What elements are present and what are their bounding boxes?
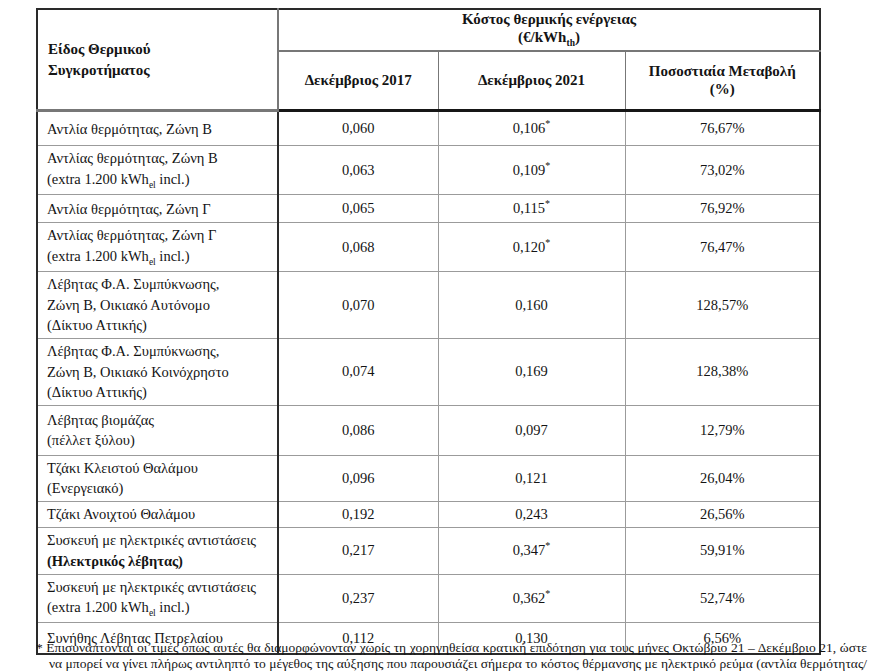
value-2021-cell: 0,120* <box>438 223 625 272</box>
table-row: Λέβητας Φ.Α. Συμπύκνωσης,Ζώνη Β, Οικιακό… <box>37 272 820 339</box>
value-2021-cell: 0,097 <box>438 405 625 455</box>
percent-change-cell: 128,57% <box>625 272 820 339</box>
equipment-name-cell: Συσκευή με ηλεκτρικές αντιστάσεις(extra … <box>37 574 278 623</box>
value-2017-cell: 0,065 <box>278 195 438 223</box>
table-row: Λέβητας Φ.Α. Συμπύκνωσης,Ζώνη Β, Οικιακό… <box>37 339 820 406</box>
percent-change-cell: 128,38% <box>625 339 820 406</box>
value-2017-cell: 0,086 <box>278 405 438 455</box>
equipment-name-cell: Τζάκι Κλειστού Θαλάμου(Ενεργειακό) <box>37 455 278 501</box>
equipment-name-cell: Τζάκι Ανοιχτού Θαλάμου <box>37 501 278 527</box>
value-2021-cell: 0,160 <box>438 272 625 339</box>
table-row: Αντλίας θερμότητας, Ζώνη Γ(extra 1.200 k… <box>37 223 820 272</box>
table-body: Αντλία θερμότητας, Ζώνη Β0,0600,106*76,6… <box>37 111 820 654</box>
footnote: * Επισυνάπτονται οι τιμές όπως αυτές θα … <box>36 640 867 672</box>
value-2017-cell: 0,096 <box>278 455 438 501</box>
value-2017-cell: 0,068 <box>278 223 438 272</box>
value-2017-cell: 0,060 <box>278 111 438 146</box>
percent-change-header-cell: Ποσοστιαία Μεταβολή (%) <box>625 51 820 111</box>
equipment-name-cell: Λέβητας Φ.Α. Συμπύκνωσης,Ζώνη Β, Οικιακό… <box>37 272 278 339</box>
value-2017-cell: 0,063 <box>278 146 438 195</box>
percent-change-cell: 52,74% <box>625 574 820 623</box>
footnote-marker: * <box>36 640 43 655</box>
table-row: Λέβητας βιομάζας(πέλλετ ξύλου)0,0860,097… <box>37 405 820 455</box>
value-2021-cell: 0,109* <box>438 146 625 195</box>
footnote-text: Επισυνάπτονται οι τιμές όπως αυτές θα δι… <box>46 640 867 672</box>
percent-change-cell: 26,04% <box>625 455 820 501</box>
percent-change-cell: 76,67% <box>625 111 820 146</box>
equipment-name-cell: Αντλία θερμότητας, Ζώνη Γ <box>37 195 278 223</box>
table-row: Συσκευή με ηλεκτρικές αντιστάσεις(Ηλεκτρ… <box>37 527 820 574</box>
equipment-name-cell: Συσκευή με ηλεκτρικές αντιστάσεις(Ηλεκτρ… <box>37 527 278 574</box>
value-2021-cell: 0,115* <box>438 195 625 223</box>
percent-change-cell: 73,02% <box>625 146 820 195</box>
percent-change-cell: 76,92% <box>625 195 820 223</box>
table-row: Συσκευή με ηλεκτρικές αντιστάσεις(extra … <box>37 574 820 623</box>
value-2017-cell: 0,237 <box>278 574 438 623</box>
value-2021-cell: 0,169 <box>438 339 625 406</box>
dec-2017-header-cell: Δεκέμβριος 2017 <box>278 51 438 111</box>
value-2021-cell: 0,106* <box>438 111 625 146</box>
table-row: Τζάκι Κλειστού Θαλάμου(Ενεργειακό)0,0960… <box>37 455 820 501</box>
table-header: Είδος Θερμικού Συγκροτήματος Κόστος θερμ… <box>37 9 820 111</box>
dec-2021-header-cell: Δεκέμβριος 2021 <box>438 51 625 111</box>
cost-energy-unit: (€/kWhth) <box>518 29 580 45</box>
percent-change-cell: 12,79% <box>625 405 820 455</box>
value-2017-cell: 0,074 <box>278 339 438 406</box>
value-2017-cell: 0,192 <box>278 501 438 527</box>
equipment-name-cell: Αντλίας θερμότητας, Ζώνη Β(extra 1.200 k… <box>37 146 278 195</box>
value-2017-cell: 0,217 <box>278 527 438 574</box>
equipment-name-cell: Λέβητας βιομάζας(πέλλετ ξύλου) <box>37 405 278 455</box>
cost-energy-header-cell: Κόστος θερμικής ενέργειας (€/kWhth) <box>278 9 820 51</box>
header-row-top: Είδος Θερμικού Συγκροτήματος Κόστος θερμ… <box>37 9 820 51</box>
percent-change-cell: 26,56% <box>625 501 820 527</box>
value-2017-cell: 0,070 <box>278 272 438 339</box>
corner-header-cell: Είδος Θερμικού Συγκροτήματος <box>37 9 278 111</box>
percent-change-cell: 59,91% <box>625 527 820 574</box>
value-2021-cell: 0,362* <box>438 574 625 623</box>
value-2021-cell: 0,347* <box>438 527 625 574</box>
value-2021-cell: 0,121 <box>438 455 625 501</box>
cost-table: Είδος Θερμικού Συγκροτήματος Κόστος θερμ… <box>36 8 821 655</box>
cost-energy-title: Κόστος θερμικής ενέργειας <box>462 11 636 27</box>
page: Είδος Θερμικού Συγκροτήματος Κόστος θερμ… <box>0 0 880 672</box>
equipment-name-cell: Αντλίας θερμότητας, Ζώνη Γ(extra 1.200 k… <box>37 223 278 272</box>
equipment-name-cell: Λέβητας Φ.Α. Συμπύκνωσης,Ζώνη Β, Οικιακό… <box>37 339 278 406</box>
percent-change-cell: 76,47% <box>625 223 820 272</box>
table-row: Τζάκι Ανοιχτού Θαλάμου0,1920,24326,56% <box>37 501 820 527</box>
equipment-name-cell: Αντλία θερμότητας, Ζώνη Β <box>37 111 278 146</box>
table-row: Αντλίας θερμότητας, Ζώνη Β(extra 1.200 k… <box>37 146 820 195</box>
value-2021-cell: 0,243 <box>438 501 625 527</box>
table-row: Αντλία θερμότητας, Ζώνη Γ0,0650,115*76,9… <box>37 195 820 223</box>
table-row: Αντλία θερμότητας, Ζώνη Β0,0600,106*76,6… <box>37 111 820 146</box>
